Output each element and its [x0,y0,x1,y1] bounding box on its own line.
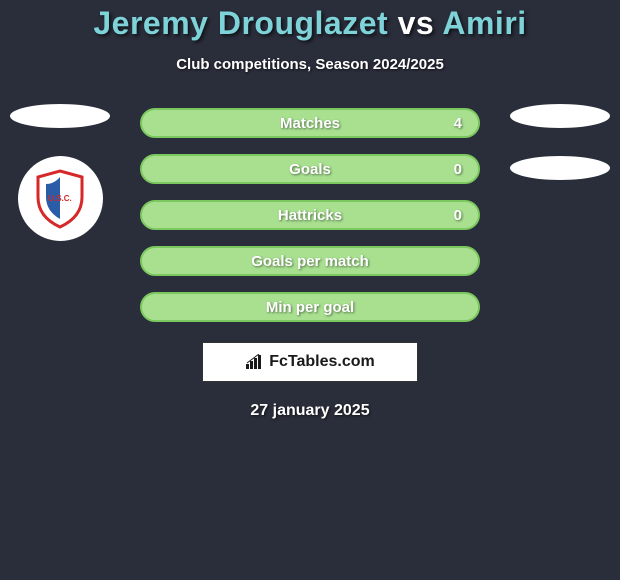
player2-placeholder-ellipse-2 [510,156,610,180]
player1-placeholder-ellipse [10,104,110,128]
stat-bar: Hattricks 0 [140,200,480,230]
club-badge: U.S.C. [18,156,103,241]
stat-bar: Matches 4 [140,108,480,138]
player2-placeholder-ellipse-1 [510,104,610,128]
stat-label: Hattricks [278,207,342,224]
chart-icon [245,354,265,370]
stat-label: Goals [289,161,331,178]
stat-label: Min per goal [266,299,354,316]
branding-box: FcTables.com [202,342,418,382]
subtitle: Club competitions, Season 2024/2025 [0,56,620,73]
stat-bar: Goals 0 [140,154,480,184]
branding-text: FcTables.com [269,353,375,371]
left-column: U.S.C. [5,108,115,241]
stat-label: Goals per match [251,253,369,270]
right-column [505,108,615,180]
player1-name: Jeremy Drouglazet [93,5,388,41]
vs-separator: vs [398,5,435,41]
stat-label: Matches [280,115,340,132]
stat-value: 0 [454,207,462,224]
stats-area: U.S.C. Matches 4 Goals 0 Hattricks 0 Goals per… [0,108,620,322]
date-label: 27 january 2025 [0,402,620,420]
stat-value: 0 [454,161,462,178]
comparison-title: Jeremy Drouglazet vs Amiri [0,5,620,42]
stat-bars: Matches 4 Goals 0 Hattricks 0 Goals per match M… [140,108,480,322]
stat-bar: Min per goal [140,292,480,322]
stat-bar: Goals per match [140,246,480,276]
club-initials: U.S.C. [48,194,72,203]
stat-value: 4 [454,115,462,132]
player2-name: Amiri [442,5,526,41]
shield-icon: U.S.C. [34,169,86,229]
